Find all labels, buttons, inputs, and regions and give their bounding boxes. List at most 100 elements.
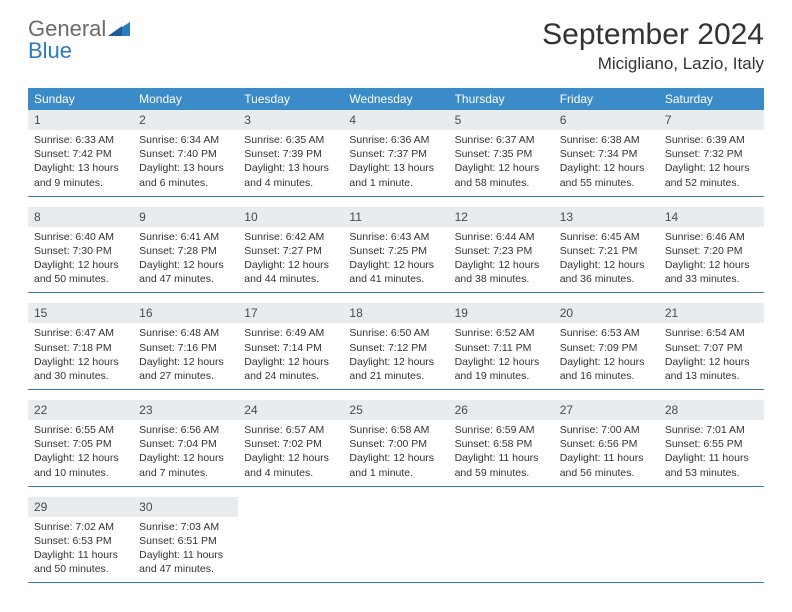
sunrise-line: Sunrise: 7:01 AM: [665, 423, 758, 437]
location: Micigliano, Lazio, Italy: [542, 54, 764, 74]
sunset-line: Sunset: 7:21 PM: [560, 244, 653, 258]
sunrise-line: Sunrise: 6:42 AM: [244, 230, 337, 244]
daylight-line: Daylight: 11 hours and 56 minutes.: [560, 451, 653, 479]
daylight-line: Daylight: 12 hours and 19 minutes.: [455, 355, 548, 383]
sunrise-line: Sunrise: 6:50 AM: [349, 326, 442, 340]
day-body: Sunrise: 6:55 AMSunset: 7:05 PMDaylight:…: [28, 420, 133, 486]
sunrise-line: Sunrise: 6:41 AM: [139, 230, 232, 244]
day-number: 22: [28, 400, 133, 420]
day-number: 10: [238, 207, 343, 227]
daylight-line: Daylight: 12 hours and 21 minutes.: [349, 355, 442, 383]
sunrise-line: Sunrise: 6:59 AM: [455, 423, 548, 437]
day-body: Sunrise: 6:44 AMSunset: 7:23 PMDaylight:…: [449, 227, 554, 293]
sunset-line: Sunset: 7:11 PM: [455, 341, 548, 355]
day-number: 4: [343, 110, 448, 130]
sunset-line: Sunset: 6:53 PM: [34, 534, 127, 548]
day-cell: 9Sunrise: 6:41 AMSunset: 7:28 PMDaylight…: [133, 207, 238, 293]
daylight-line: Daylight: 12 hours and 38 minutes.: [455, 258, 548, 286]
sunset-line: Sunset: 7:18 PM: [34, 341, 127, 355]
sunrise-line: Sunrise: 6:35 AM: [244, 133, 337, 147]
day-cell: 6Sunrise: 6:38 AMSunset: 7:34 PMDaylight…: [554, 110, 659, 196]
sunset-line: Sunset: 7:02 PM: [244, 437, 337, 451]
day-number: 15: [28, 303, 133, 323]
day-body: Sunrise: 6:34 AMSunset: 7:40 PMDaylight:…: [133, 130, 238, 196]
day-cell: 29Sunrise: 7:02 AMSunset: 6:53 PMDayligh…: [28, 497, 133, 583]
day-body: Sunrise: 6:42 AMSunset: 7:27 PMDaylight:…: [238, 227, 343, 293]
sunset-line: Sunset: 7:30 PM: [34, 244, 127, 258]
sunset-line: Sunset: 7:28 PM: [139, 244, 232, 258]
daylight-line: Daylight: 12 hours and 1 minute.: [349, 451, 442, 479]
day-cell: 24Sunrise: 6:57 AMSunset: 7:02 PMDayligh…: [238, 400, 343, 486]
week-row: 29Sunrise: 7:02 AMSunset: 6:53 PMDayligh…: [28, 497, 764, 584]
daylight-line: Daylight: 12 hours and 33 minutes.: [665, 258, 758, 286]
day-cell: 22Sunrise: 6:55 AMSunset: 7:05 PMDayligh…: [28, 400, 133, 486]
day-cell: 8Sunrise: 6:40 AMSunset: 7:30 PMDaylight…: [28, 207, 133, 293]
sunrise-line: Sunrise: 6:38 AM: [560, 133, 653, 147]
day-cell: 16Sunrise: 6:48 AMSunset: 7:16 PMDayligh…: [133, 303, 238, 389]
day-body: Sunrise: 6:48 AMSunset: 7:16 PMDaylight:…: [133, 323, 238, 389]
sunset-line: Sunset: 7:20 PM: [665, 244, 758, 258]
brand-logo: General Blue: [28, 18, 130, 62]
sunset-line: Sunset: 7:25 PM: [349, 244, 442, 258]
sunrise-line: Sunrise: 6:55 AM: [34, 423, 127, 437]
day-cell: 10Sunrise: 6:42 AMSunset: 7:27 PMDayligh…: [238, 207, 343, 293]
day-body: Sunrise: 6:53 AMSunset: 7:09 PMDaylight:…: [554, 323, 659, 389]
day-number: 8: [28, 207, 133, 227]
day-body: Sunrise: 6:38 AMSunset: 7:34 PMDaylight:…: [554, 130, 659, 196]
sunrise-line: Sunrise: 7:03 AM: [139, 520, 232, 534]
daylight-line: Daylight: 12 hours and 44 minutes.: [244, 258, 337, 286]
day-body: Sunrise: 6:58 AMSunset: 7:00 PMDaylight:…: [343, 420, 448, 486]
day-number: 6: [554, 110, 659, 130]
daylight-line: Daylight: 11 hours and 47 minutes.: [139, 548, 232, 576]
sunset-line: Sunset: 7:00 PM: [349, 437, 442, 451]
day-body: Sunrise: 6:40 AMSunset: 7:30 PMDaylight:…: [28, 227, 133, 293]
daylight-line: Daylight: 12 hours and 36 minutes.: [560, 258, 653, 286]
day-body: Sunrise: 6:37 AMSunset: 7:35 PMDaylight:…: [449, 130, 554, 196]
sunrise-line: Sunrise: 6:39 AM: [665, 133, 758, 147]
daylight-line: Daylight: 12 hours and 47 minutes.: [139, 258, 232, 286]
day-body: [659, 503, 764, 561]
day-number: 28: [659, 400, 764, 420]
sunrise-line: Sunrise: 6:48 AM: [139, 326, 232, 340]
sunrise-line: Sunrise: 6:46 AM: [665, 230, 758, 244]
day-body: Sunrise: 6:39 AMSunset: 7:32 PMDaylight:…: [659, 130, 764, 196]
sunset-line: Sunset: 6:55 PM: [665, 437, 758, 451]
day-body: Sunrise: 6:46 AMSunset: 7:20 PMDaylight:…: [659, 227, 764, 293]
daylight-line: Daylight: 12 hours and 41 minutes.: [349, 258, 442, 286]
day-number: 2: [133, 110, 238, 130]
weekday-header: Saturday: [659, 88, 764, 110]
weekday-header: Friday: [554, 88, 659, 110]
month-title: September 2024: [542, 18, 764, 52]
day-cell: 23Sunrise: 6:56 AMSunset: 7:04 PMDayligh…: [133, 400, 238, 486]
day-number: 5: [449, 110, 554, 130]
daylight-line: Daylight: 12 hours and 27 minutes.: [139, 355, 232, 383]
day-number: 3: [238, 110, 343, 130]
daylight-line: Daylight: 11 hours and 53 minutes.: [665, 451, 758, 479]
weekday-header: Tuesday: [238, 88, 343, 110]
day-cell: [449, 497, 554, 583]
day-number: 14: [659, 207, 764, 227]
sunrise-line: Sunrise: 7:02 AM: [34, 520, 127, 534]
sunset-line: Sunset: 7:27 PM: [244, 244, 337, 258]
daylight-line: Daylight: 12 hours and 52 minutes.: [665, 161, 758, 189]
sunset-line: Sunset: 7:16 PM: [139, 341, 232, 355]
sunrise-line: Sunrise: 6:40 AM: [34, 230, 127, 244]
weekday-header: Sunday: [28, 88, 133, 110]
day-body: [343, 503, 448, 561]
sunrise-line: Sunrise: 6:54 AM: [665, 326, 758, 340]
daylight-line: Daylight: 12 hours and 16 minutes.: [560, 355, 653, 383]
day-cell: 30Sunrise: 7:03 AMSunset: 6:51 PMDayligh…: [133, 497, 238, 583]
day-number: 16: [133, 303, 238, 323]
sunset-line: Sunset: 7:14 PM: [244, 341, 337, 355]
sunset-line: Sunset: 7:23 PM: [455, 244, 548, 258]
sunset-line: Sunset: 7:40 PM: [139, 147, 232, 161]
daylight-line: Daylight: 12 hours and 50 minutes.: [34, 258, 127, 286]
brand-word2: Blue: [28, 38, 72, 63]
day-body: [238, 503, 343, 561]
day-number: 12: [449, 207, 554, 227]
day-body: Sunrise: 7:02 AMSunset: 6:53 PMDaylight:…: [28, 517, 133, 583]
brand-text: General Blue: [28, 18, 130, 62]
sunrise-line: Sunrise: 7:00 AM: [560, 423, 653, 437]
day-cell: 15Sunrise: 6:47 AMSunset: 7:18 PMDayligh…: [28, 303, 133, 389]
sunrise-line: Sunrise: 6:49 AM: [244, 326, 337, 340]
